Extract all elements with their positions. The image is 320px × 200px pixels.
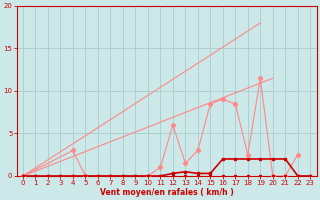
X-axis label: Vent moyen/en rafales ( km/h ): Vent moyen/en rafales ( km/h ) — [100, 188, 234, 197]
